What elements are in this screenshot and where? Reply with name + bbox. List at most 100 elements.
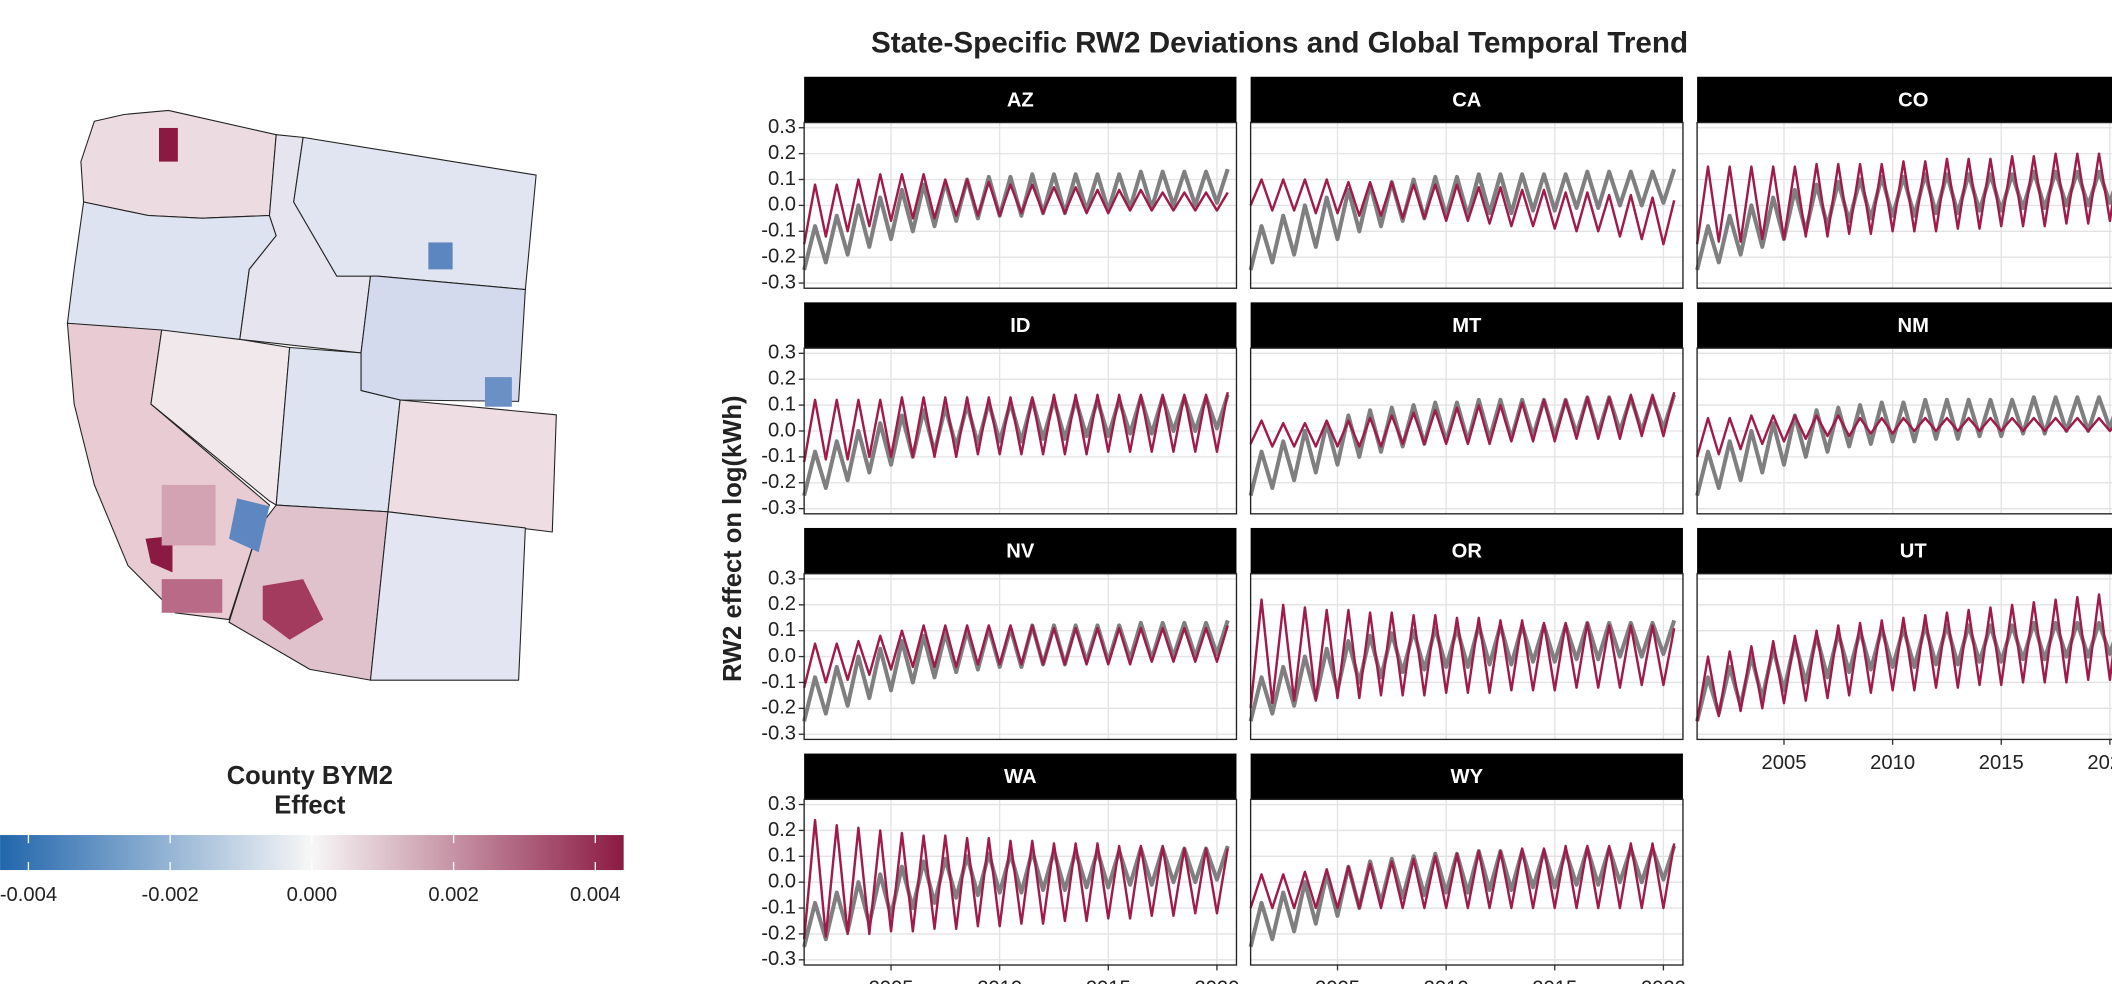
facet-panel: CA: [1248, 76, 1684, 289]
colorbar-tick-label: -0.004: [0, 884, 57, 906]
y-tick-label: 0.3: [768, 116, 796, 138]
county-highlight: [229, 498, 270, 553]
series-line: [1248, 168, 1677, 271]
facet-panel: OR: [1248, 527, 1684, 741]
plot-border: [803, 798, 1238, 966]
y-tick-label: -0.3: [761, 271, 796, 293]
strip-label: WY: [1451, 766, 1484, 788]
y-tick-label: 0.2: [768, 368, 796, 390]
facet-panel: AZ -0.3 -0.2 -0.1 0.0 0.1 0.2 0.3: [761, 76, 1238, 293]
x-tick-label: 2015: [1532, 978, 1577, 984]
facet-panel: NV -0.3 -0.2 -0.1 0.0 0.1 0.2 0.3: [761, 527, 1238, 745]
series-line: [802, 173, 1229, 245]
county-highlight: [161, 579, 223, 613]
series-line: [1249, 178, 1676, 246]
county-highlight: [484, 377, 512, 407]
x-tick-label: 2005: [869, 978, 914, 984]
county-highlight: [161, 484, 216, 546]
y-tick-label: -0.1: [761, 220, 796, 242]
strip-label: ID: [1010, 315, 1030, 337]
series-line: [802, 391, 1229, 463]
plot-border: [1696, 573, 2112, 741]
facet-panel: UT 2005 2010 2015 2020: [1695, 527, 2112, 774]
strip: [1250, 302, 1683, 349]
strip-label: CA: [1452, 89, 1482, 111]
plot-border: [803, 347, 1238, 515]
y-tick-label: 0.2: [768, 142, 796, 164]
y-tick-label: 0.0: [768, 194, 796, 216]
x-tick-label: 2015: [1086, 978, 1131, 984]
state-co: [387, 399, 557, 533]
x-tick-label: 2005: [1762, 752, 1807, 774]
colorbar-tick-label: 0.004: [570, 884, 621, 906]
y-tick-label: 0.2: [768, 819, 796, 841]
facet-panel: WY 2005 2010 2015 2020: [1248, 753, 1686, 989]
facet-panel: CO: [1695, 76, 2112, 289]
strip: [804, 76, 1237, 123]
county-map: [66, 109, 557, 681]
state-wa: [80, 109, 277, 219]
y-tick-label: -0.3: [761, 723, 796, 745]
strip: [1697, 76, 2112, 123]
y-tick-label: -0.1: [761, 445, 796, 467]
strip-label: CO: [1898, 89, 1928, 111]
plot-border: [803, 121, 1238, 289]
y-axis-label: RW2 effect on log(kWh): [719, 395, 747, 682]
strip: [804, 753, 1237, 800]
county-highlight: [159, 127, 178, 162]
plot-border: [1249, 798, 1684, 966]
strip: [804, 302, 1237, 349]
x-tick-label: 2010: [1424, 978, 1469, 984]
y-tick-label: 0.1: [768, 619, 796, 641]
strip: [1697, 527, 2112, 574]
state-nm: [369, 511, 526, 681]
y-tick-label: 0.3: [768, 342, 796, 364]
y-tick-label: 0.2: [768, 593, 796, 615]
strip-label: OR: [1452, 541, 1483, 563]
strip-label: AZ: [1007, 89, 1034, 111]
strip: [1697, 302, 2112, 349]
plot-border: [1249, 573, 1684, 741]
y-tick-label: -0.2: [761, 471, 796, 493]
facet-panel: ID -0.3 -0.2 -0.1 0.0 0.1 0.2 0.3: [761, 302, 1238, 519]
legend-title: Effect: [274, 792, 346, 820]
series-line: [1695, 414, 2112, 458]
series-line: [1248, 845, 1677, 948]
y-tick-label: 0.0: [768, 871, 796, 893]
y-tick-label: 0.1: [768, 168, 796, 190]
plot-border: [1249, 347, 1684, 515]
y-tick-label: 0.3: [768, 793, 796, 815]
y-tick-label: -0.2: [761, 246, 796, 268]
x-tick-label: 2020: [1641, 978, 1686, 984]
colorbar-tick-label: -0.002: [142, 884, 199, 906]
legend-title: County BYM2: [227, 762, 393, 790]
y-tick-label: -0.3: [761, 497, 796, 519]
facet-panel: NM: [1695, 302, 2112, 515]
plot-border: [1249, 121, 1684, 289]
series-line: [1695, 593, 2112, 722]
series-line: [802, 624, 1229, 688]
strip-label: WA: [1004, 766, 1037, 788]
facet-panel: MT: [1248, 302, 1684, 515]
y-tick-label: -0.3: [761, 948, 796, 970]
y-tick-label: -0.2: [761, 922, 796, 944]
y-tick-label: 0.0: [768, 645, 796, 667]
plot-border: [803, 573, 1238, 741]
y-tick-label: 0.1: [768, 845, 796, 867]
x-tick-label: 2020: [2087, 752, 2112, 774]
colorbar-tick-label: 0.002: [428, 884, 479, 906]
x-tick-label: 2010: [977, 978, 1022, 984]
strip-label: NM: [1898, 315, 1929, 337]
series-line: [1249, 598, 1676, 709]
y-tick-label: 0.1: [768, 393, 796, 415]
strip-label: NV: [1006, 541, 1035, 563]
colorbar-tick-label: 0.000: [287, 884, 338, 906]
plot-border: [1696, 121, 2112, 289]
x-tick-label: 2010: [1870, 752, 1915, 774]
y-tick-label: -0.1: [761, 671, 796, 693]
county-highlight: [428, 242, 453, 270]
y-tick-label: -0.1: [761, 896, 796, 918]
chart-title: State-Specific RW2 Deviations and Global…: [871, 26, 1688, 59]
